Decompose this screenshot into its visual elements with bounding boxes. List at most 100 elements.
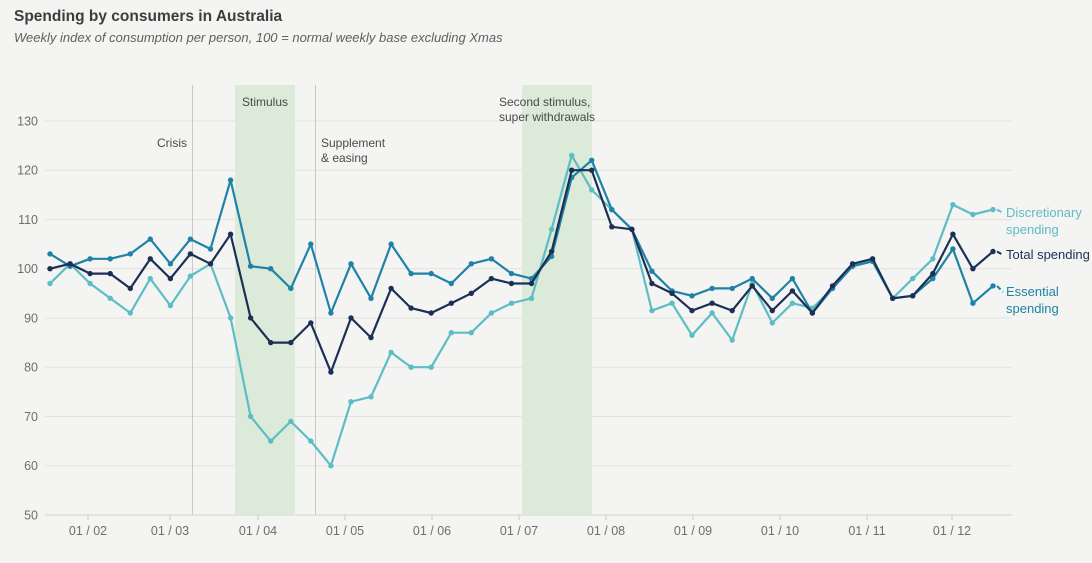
data-point-total <box>127 285 133 292</box>
data-point-essential <box>288 285 294 292</box>
data-point-essential <box>930 275 936 282</box>
x-axis-tick-label: 01 / 07 <box>500 524 538 538</box>
data-point-essential <box>247 263 254 269</box>
data-point-discretionary <box>789 300 796 306</box>
data-point-discretionary <box>950 202 956 208</box>
data-point-total <box>829 283 836 289</box>
data-point-total <box>508 280 515 287</box>
data-point-discretionary <box>187 273 194 279</box>
legend-connector-total <box>996 250 1004 256</box>
data-point-total <box>488 275 495 282</box>
data-point-essential <box>769 295 775 301</box>
data-point-essential <box>789 275 796 282</box>
data-point-discretionary <box>569 152 575 159</box>
data-point-total <box>569 167 575 173</box>
data-point-total <box>649 280 655 287</box>
data-point-essential <box>950 246 956 252</box>
data-point-total <box>448 300 454 306</box>
data-point-total <box>709 300 715 306</box>
data-point-total <box>769 307 775 314</box>
x-axis-tick-label: 01 / 09 <box>674 524 712 538</box>
y-axis-tick-label: 50 <box>24 508 38 522</box>
data-point-essential <box>348 261 354 267</box>
data-point-total <box>629 226 635 232</box>
data-point-essential <box>47 251 53 257</box>
page-title: Spending by consumers in Australia <box>14 8 283 25</box>
x-axis-tick-label: 01 / 02 <box>69 524 107 538</box>
data-point-total <box>950 231 956 237</box>
data-point-discretionary <box>428 364 434 370</box>
data-point-total <box>328 369 334 375</box>
data-point-discretionary <box>268 438 274 444</box>
data-point-essential <box>308 241 314 247</box>
data-point-discretionary <box>508 300 515 306</box>
data-point-total <box>930 270 936 277</box>
x-axis-tick-label: 01 / 04 <box>239 524 277 538</box>
data-point-total <box>910 293 916 299</box>
y-axis-tick-label: 70 <box>24 410 38 424</box>
x-axis-tick-label: 01 / 06 <box>413 524 451 538</box>
data-point-total <box>207 261 214 267</box>
data-point-discretionary <box>408 364 414 370</box>
x-axis-tick-label: 01 / 12 <box>933 524 971 538</box>
data-point-essential <box>709 285 715 292</box>
legend-label-essential-spending: Essential spending <box>1006 284 1059 316</box>
data-point-essential <box>729 285 735 292</box>
data-point-total <box>809 310 816 316</box>
data-point-total <box>87 270 93 277</box>
data-point-essential <box>408 270 414 277</box>
data-point-discretionary <box>87 280 93 287</box>
data-point-essential <box>107 256 113 262</box>
annotation-supplement-easing: Supplement & easing <box>321 136 386 165</box>
x-axis-tick-label: 01 / 08 <box>587 524 625 538</box>
data-point-essential <box>589 157 595 163</box>
data-point-total <box>107 270 113 277</box>
data-point-total <box>990 248 996 255</box>
data-point-discretionary <box>227 315 234 321</box>
data-point-discretionary <box>448 330 454 336</box>
data-point-discretionary <box>488 310 495 316</box>
data-point-discretionary <box>528 295 535 301</box>
legend-connector-essential <box>996 285 1004 293</box>
data-point-essential <box>488 256 495 262</box>
data-point-essential <box>167 261 174 267</box>
stimulus-band-1 <box>235 85 295 515</box>
data-point-essential <box>147 236 153 242</box>
data-point-total <box>268 339 274 346</box>
data-point-discretionary <box>910 275 916 282</box>
data-point-discretionary <box>388 349 394 356</box>
data-point-total <box>548 248 555 255</box>
data-point-total <box>167 275 174 282</box>
y-axis-tick-label: 80 <box>24 361 38 375</box>
data-point-discretionary <box>769 320 775 326</box>
data-point-discretionary <box>348 399 354 405</box>
data-point-total <box>187 251 194 257</box>
series-line-essential <box>48 159 995 315</box>
legend-connector-discretionary <box>996 208 1004 214</box>
data-point-total <box>147 256 153 262</box>
data-point-discretionary <box>669 300 675 306</box>
data-point-total <box>468 290 474 296</box>
x-axis-tick-label: 01 / 11 <box>848 524 885 538</box>
data-point-essential <box>227 177 234 183</box>
data-point-discretionary <box>970 211 976 218</box>
data-point-discretionary <box>589 187 595 193</box>
data-point-essential <box>508 270 515 277</box>
data-point-essential <box>87 256 93 262</box>
data-point-essential <box>328 310 334 316</box>
data-point-essential <box>187 236 194 242</box>
data-point-total <box>689 307 695 314</box>
data-point-discretionary <box>47 280 53 287</box>
data-point-essential <box>127 251 133 257</box>
data-point-discretionary <box>107 295 113 301</box>
data-point-total <box>368 334 374 341</box>
data-point-total <box>589 167 595 173</box>
data-point-total <box>609 224 615 230</box>
data-point-essential <box>689 293 695 299</box>
data-point-essential <box>609 206 615 213</box>
data-point-essential <box>368 295 374 301</box>
y-axis-tick-label: 60 <box>24 459 38 473</box>
y-axis-tick-label: 120 <box>17 164 38 178</box>
data-point-discretionary <box>147 275 153 282</box>
